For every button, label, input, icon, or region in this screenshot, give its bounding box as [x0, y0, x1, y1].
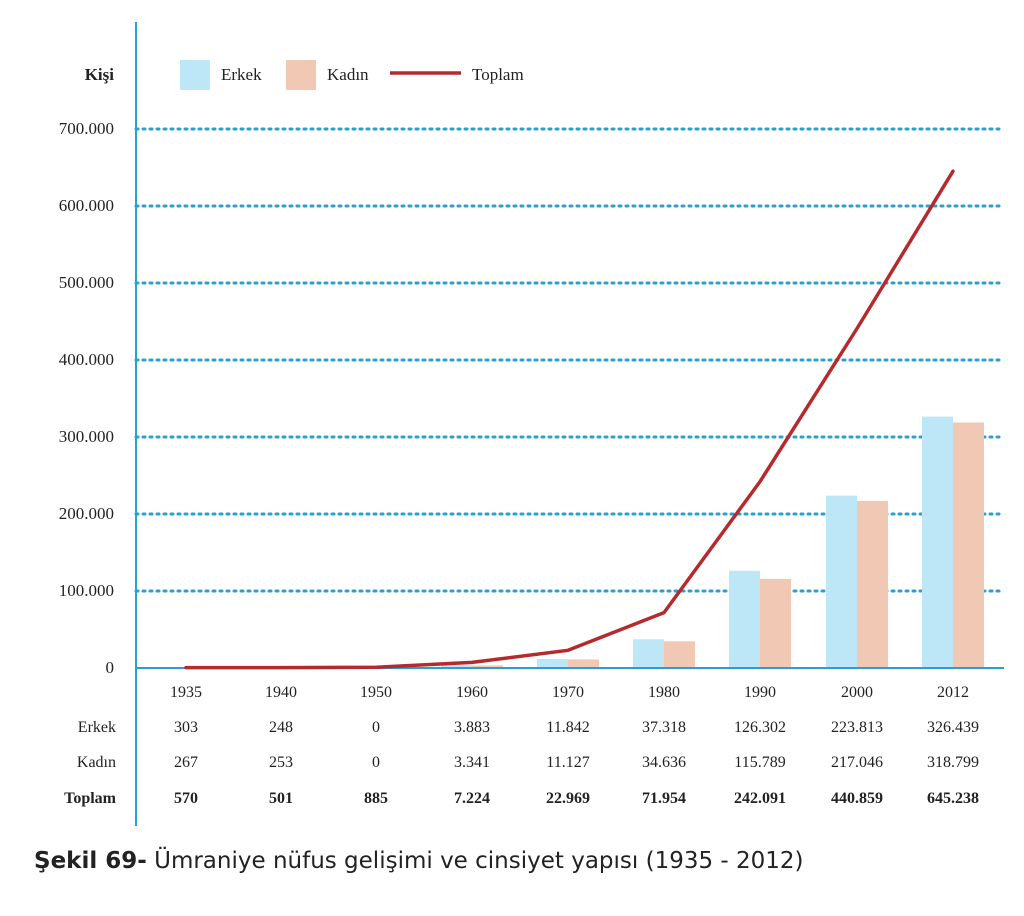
data-label-kadın: 217.046 — [831, 754, 883, 771]
data-label-erkek: 326.439 — [927, 719, 979, 736]
bar-erkek — [729, 570, 760, 668]
bar-kadin — [664, 641, 695, 668]
x-tick-label: 2012 — [937, 684, 969, 701]
data-label-toplam: 885 — [364, 790, 388, 807]
x-tick-label: 1940 — [265, 684, 297, 701]
bar-kadin — [953, 422, 984, 668]
data-label-kadın: 3.341 — [454, 754, 490, 771]
data-label-erkek: 303 — [174, 719, 198, 736]
x-tick-label: 2000 — [841, 684, 873, 701]
data-label-toplam: 22.969 — [546, 790, 590, 807]
table-row-label: Toplam — [64, 790, 117, 807]
bar-kadin — [472, 665, 503, 668]
data-label-kadın: 267 — [174, 754, 198, 771]
legend-swatch-erkek — [180, 60, 210, 90]
table-row-label: Kadın — [77, 754, 116, 771]
bar-kadin — [568, 659, 599, 668]
bar-erkek — [537, 658, 568, 668]
x-tick-label: 1990 — [744, 684, 776, 701]
y-tick-label: 500.000 — [59, 273, 114, 292]
x-tick-label: 1980 — [648, 684, 680, 701]
bar-erkek — [441, 665, 472, 668]
y-axis-label: Kişi — [85, 65, 115, 84]
data-label-kadın: 253 — [269, 754, 293, 771]
x-tick-label: 1950 — [360, 684, 392, 701]
x-tick-label: 1935 — [170, 684, 202, 701]
y-tick-label: 0 — [106, 658, 115, 677]
x-tick-label: 1960 — [456, 684, 488, 701]
data-label-erkek: 11.842 — [546, 719, 589, 736]
bar-erkek — [826, 495, 857, 668]
caption-text: Ümraniye nüfus gelişimi ve cinsiyet yapı… — [146, 848, 804, 874]
bar-kadin — [760, 578, 791, 668]
population-chart: 0 100.000 200.000 300.000 400.000 500.000 600.… — [59, 22, 1006, 826]
data-label-erkek: 248 — [269, 719, 293, 736]
y-tick-label: 100.000 — [59, 581, 114, 600]
bar-kadin — [857, 500, 888, 668]
legend-label-kadin: Kadın — [327, 65, 369, 84]
data-label-erkek: 223.813 — [831, 719, 883, 736]
data-label-erkek: 0 — [372, 719, 380, 736]
y-tick-label: 200.000 — [59, 504, 114, 523]
data-label-toplam: 242.091 — [734, 790, 786, 807]
data-label-kadın: 0 — [372, 754, 380, 771]
data-label-kadın: 11.127 — [546, 754, 589, 771]
data-label-kadın: 318.799 — [927, 754, 979, 771]
data-label-toplam: 71.954 — [642, 790, 686, 807]
data-label-erkek: 3.883 — [454, 719, 490, 736]
data-label-erkek: 37.318 — [642, 719, 686, 736]
y-tick-label: 700.000 — [59, 119, 114, 138]
caption-label: Şekil 69- — [34, 848, 147, 874]
data-label-toplam: 501 — [269, 790, 293, 807]
data-label-erkek: 126.302 — [734, 719, 786, 736]
legend-swatch-kadin — [286, 60, 316, 90]
x-tick-label: 1970 — [552, 684, 584, 701]
legend-label-erkek: Erkek — [221, 65, 262, 84]
data-label-toplam: 7.224 — [454, 790, 490, 807]
y-tick-label: 600.000 — [59, 196, 114, 215]
figure-caption: Şekil 69- Ümraniye nüfus gelişimi ve cin… — [34, 848, 804, 874]
data-label-toplam: 440.859 — [831, 790, 883, 807]
data-label-toplam: 645.238 — [927, 790, 979, 807]
bar-erkek — [922, 416, 953, 668]
data-label-toplam: 570 — [174, 790, 198, 807]
bar-erkek — [633, 639, 664, 668]
y-tick-label: 300.000 — [59, 427, 114, 446]
y-tick-label: 400.000 — [59, 350, 114, 369]
legend-label-toplam: Toplam — [472, 65, 524, 84]
data-label-kadın: 115.789 — [734, 754, 785, 771]
table-row-label: Erkek — [78, 719, 116, 736]
data-label-kadın: 34.636 — [642, 754, 686, 771]
